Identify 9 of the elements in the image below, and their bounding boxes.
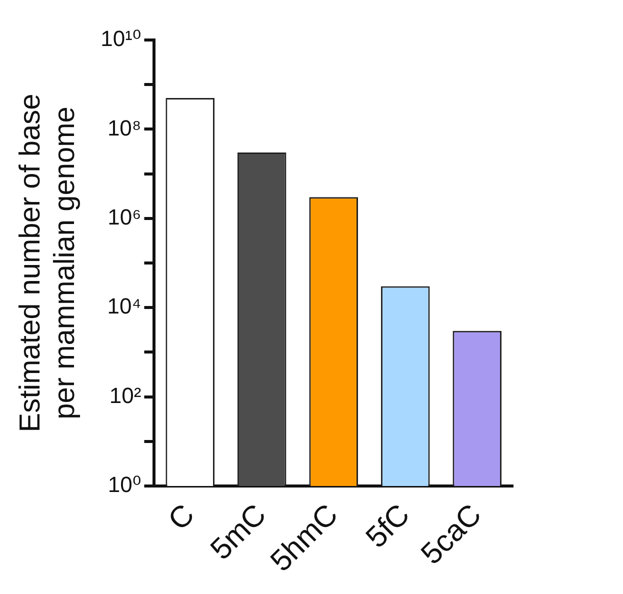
y-tick-label: 10⁸ — [107, 115, 142, 140]
y-tick-label: 10² — [109, 382, 142, 408]
y-tick-label: 10¹⁰ — [100, 26, 142, 52]
x-tick-label: 5fC — [360, 498, 416, 554]
x-tick-label: C — [162, 498, 201, 537]
y-tick-label: 10⁰ — [108, 472, 142, 498]
y-tick-label: 10⁶ — [108, 204, 142, 230]
y-tick-label: 10⁴ — [107, 294, 142, 319]
y-axis-title: Estimated number of base per mammalian genome — [14, 94, 82, 432]
